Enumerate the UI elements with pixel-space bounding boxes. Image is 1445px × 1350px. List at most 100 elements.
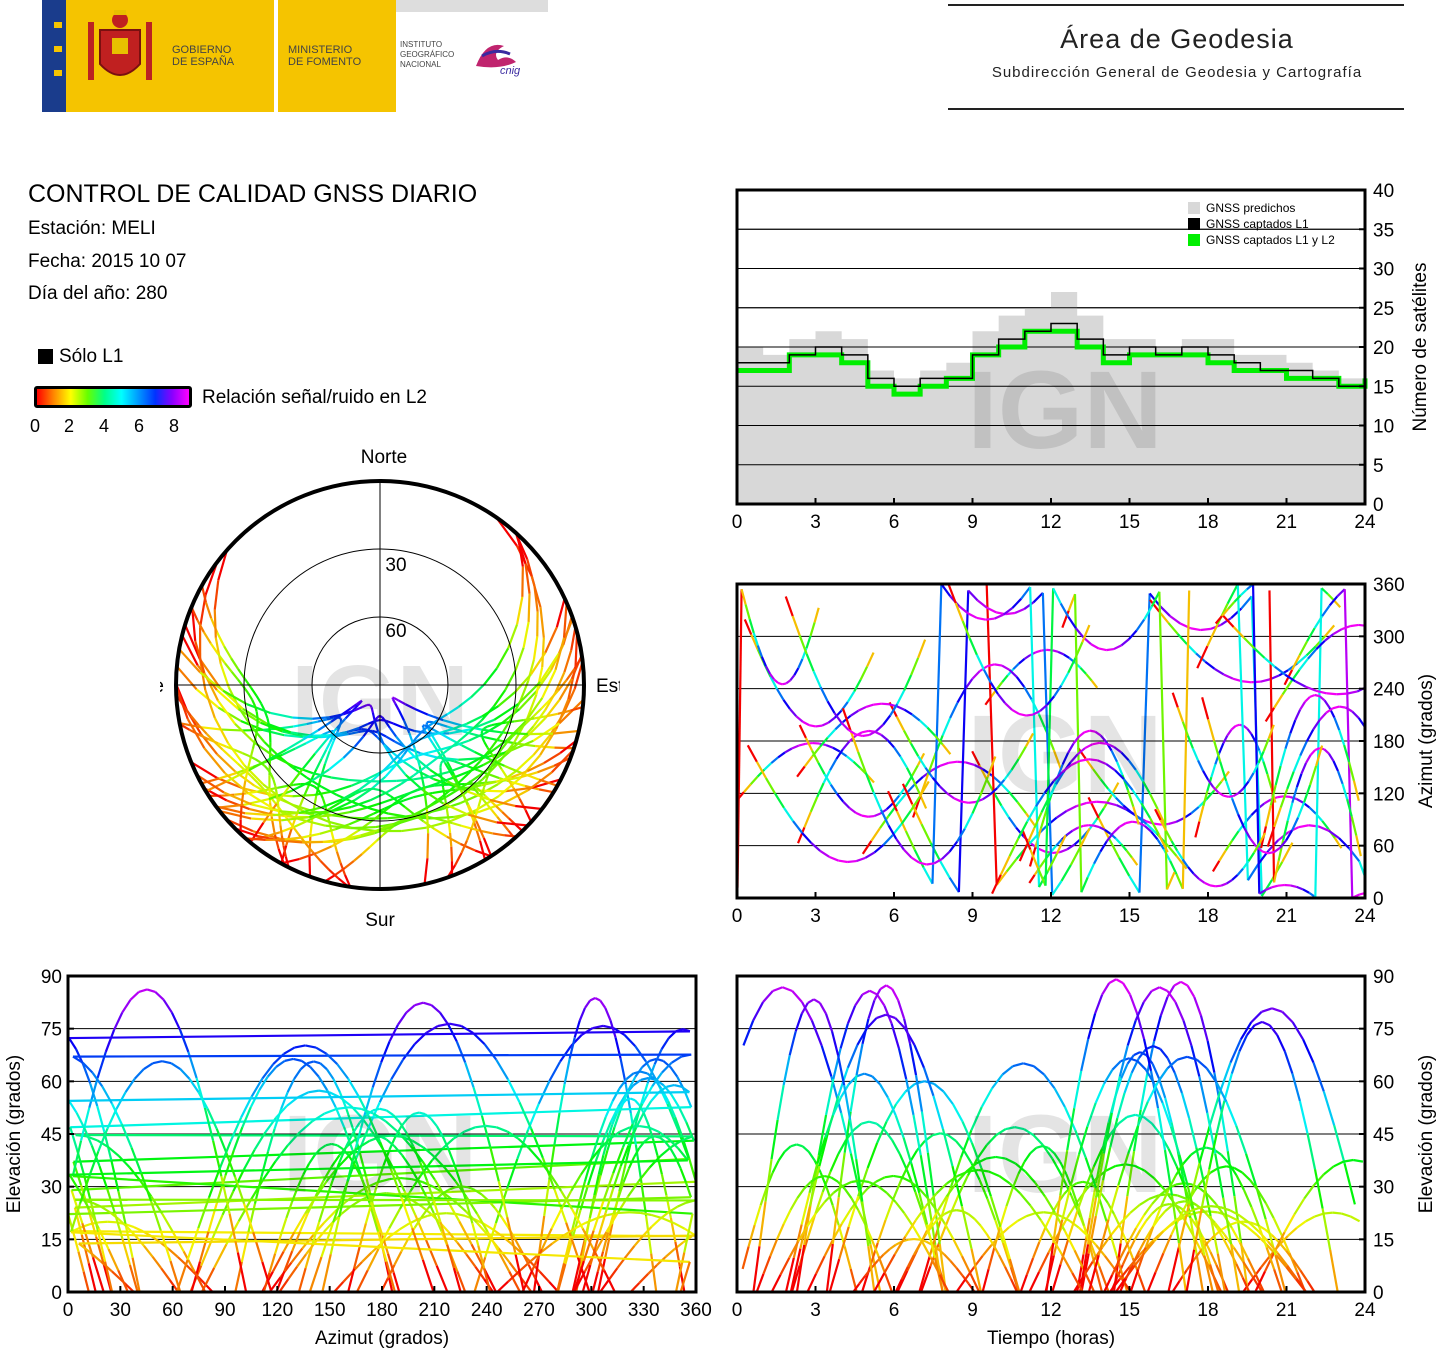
- track-segment: [352, 801, 371, 810]
- track-segment: [312, 716, 330, 720]
- track-segment: [1040, 1219, 1053, 1238]
- track-segment: [488, 762, 495, 771]
- track-segment: [857, 705, 867, 712]
- track-segment: [1043, 1211, 1053, 1215]
- track-segment: [1134, 1164, 1146, 1172]
- track-segment: [1119, 1226, 1128, 1243]
- azimuth-tracks: [736, 583, 1367, 899]
- track-segment: [481, 728, 504, 734]
- track-segment: [935, 1182, 948, 1195]
- track-segment: [315, 1046, 328, 1055]
- track-segment: [331, 1162, 341, 1181]
- track-segment: [905, 767, 915, 781]
- track-segment: [486, 739, 508, 756]
- track-segment: [1254, 1270, 1267, 1293]
- track-segment: [204, 689, 216, 719]
- track-segment: [1142, 1038, 1153, 1072]
- track-segment: [838, 1226, 850, 1260]
- track-segment: [774, 792, 785, 809]
- track-segment: [1313, 1169, 1324, 1209]
- track-segment: [1012, 1062, 1024, 1068]
- track-segment: [97, 1231, 107, 1262]
- track-segment: [601, 1232, 610, 1252]
- track-segment: [900, 810, 912, 825]
- track-segment: [1129, 994, 1139, 1014]
- track-segment: [1097, 1219, 1110, 1256]
- track-segment: [1005, 858, 1018, 873]
- track-segment: [291, 1231, 302, 1252]
- track-segment: [304, 842, 314, 853]
- track-segment: [1120, 751, 1130, 762]
- track-segment: [357, 1095, 371, 1119]
- track-segment: [393, 799, 405, 806]
- track-segment: [1257, 1189, 1267, 1204]
- ign-watermark: IGN: [967, 1093, 1163, 1216]
- track-segment: [985, 1134, 997, 1146]
- track-segment: [1188, 1117, 1198, 1148]
- track-segment: [1175, 855, 1188, 870]
- track-segment: [956, 688, 966, 704]
- track-segment: [495, 776, 512, 784]
- track-segment: [1075, 627, 1085, 639]
- track-segment: [234, 722, 255, 743]
- elevation-time-tracks: [741, 978, 1364, 1293]
- track-segment: [1216, 1253, 1227, 1293]
- track-segment: [781, 682, 787, 686]
- track-segment: [179, 1029, 190, 1053]
- track-segment: [1088, 758, 1098, 762]
- track-segment: [1247, 772, 1255, 783]
- track-segment: [1056, 810, 1068, 819]
- track-segment: [1177, 1200, 1185, 1204]
- track-segment: [1023, 654, 1031, 660]
- track-segment: [813, 998, 821, 1004]
- track-segment: [1207, 1234, 1216, 1244]
- track-segment: [1315, 639, 1326, 650]
- track-segment: [234, 792, 247, 796]
- track-segment: [291, 1186, 299, 1203]
- track-segment: [239, 805, 243, 820]
- track-segment: [301, 1234, 315, 1250]
- track-segment: [262, 788, 271, 797]
- track-segment: [323, 1221, 334, 1233]
- track-segment: [838, 859, 848, 864]
- track-segment: [190, 715, 200, 726]
- track-segment: [815, 724, 823, 728]
- track-segment: [910, 856, 920, 864]
- track-segment: [372, 769, 385, 781]
- track-segment: [1253, 647, 1266, 659]
- track-segment: [275, 1059, 286, 1068]
- track-segment: [948, 1194, 960, 1218]
- track-segment: [1172, 1214, 1184, 1224]
- track-segment: [473, 750, 490, 760]
- track-segment: [524, 715, 535, 725]
- x-tick-label: 150: [314, 1300, 346, 1321]
- track-segment: [353, 853, 363, 862]
- track-segment: [474, 806, 480, 818]
- track-segment: [1238, 1214, 1250, 1224]
- track-segment: [633, 1235, 644, 1247]
- track-segment: [1277, 883, 1285, 887]
- track-segment: [439, 1221, 449, 1245]
- track-segment: [648, 1126, 660, 1133]
- track-segment: [1169, 615, 1181, 625]
- track-segment: [453, 1130, 466, 1140]
- track-segment: [485, 803, 493, 811]
- track-segment: [1011, 708, 1020, 715]
- track-segment: [903, 1018, 912, 1045]
- track-segment: [592, 1024, 604, 1030]
- track-segment: [489, 798, 516, 808]
- track-segment: [872, 791, 882, 811]
- track-segment: [454, 770, 470, 779]
- y-tick-label: 0: [51, 1283, 62, 1304]
- track-segment: [1017, 1215, 1027, 1222]
- track-segment: [784, 747, 793, 754]
- track-segment: [466, 715, 483, 725]
- track-segment: [1279, 748, 1287, 767]
- track-segment: [643, 1136, 651, 1143]
- track-segment: [1014, 608, 1025, 615]
- track-segment: [311, 851, 322, 862]
- track-segment: [807, 1151, 816, 1162]
- track-segment: [414, 1214, 428, 1241]
- track-segment: [946, 792, 955, 800]
- track-segment: [1131, 856, 1139, 866]
